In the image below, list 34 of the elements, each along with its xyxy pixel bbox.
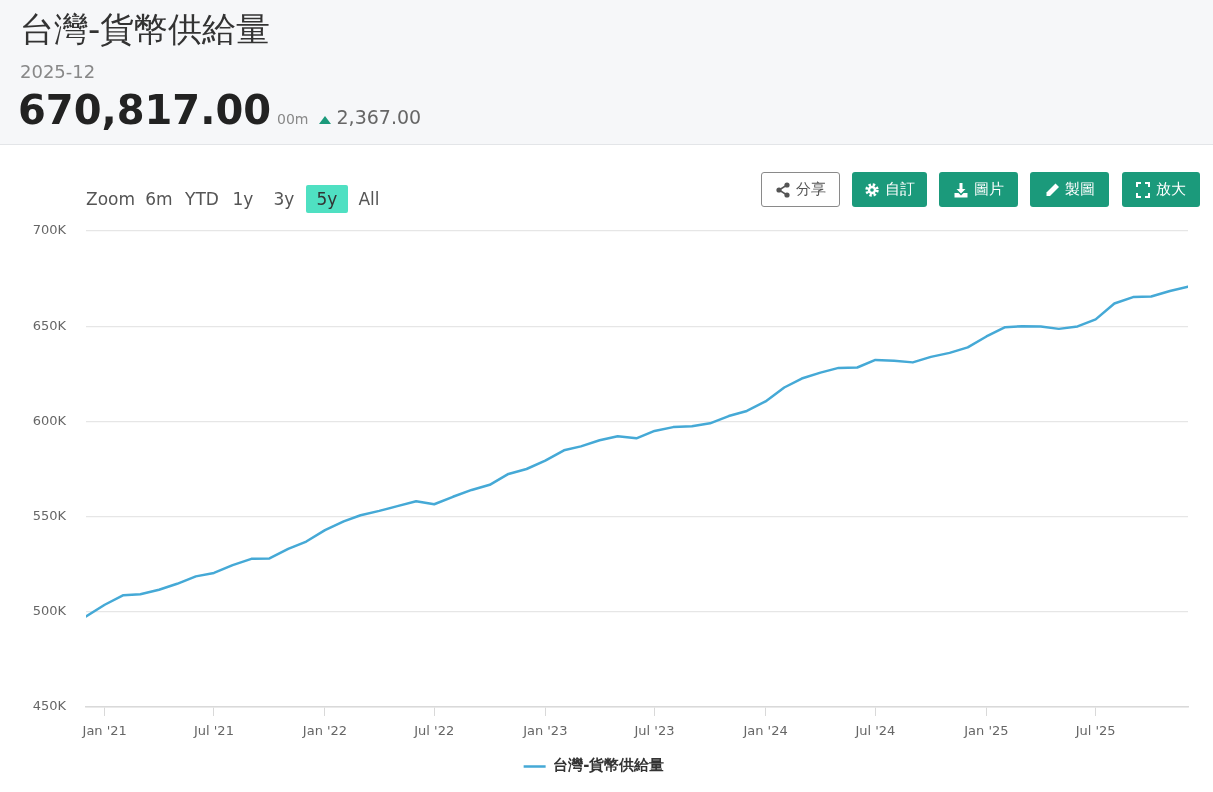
x-tick-label: Jan '25 xyxy=(963,723,1009,739)
x-tick-label: Jul '24 xyxy=(854,723,896,739)
x-tick-label: Jul '25 xyxy=(1074,723,1116,739)
download-button[interactable]: 圖片 xyxy=(939,172,1018,207)
x-tick-label: Jan '24 xyxy=(742,723,788,739)
customize-button[interactable]: 自訂 xyxy=(852,172,927,207)
text: 670,817.00 xyxy=(18,86,272,134)
y-tick-label: 500K xyxy=(32,603,67,619)
share-button[interactable]: 分享 xyxy=(761,172,840,207)
range-button[interactable]: 1y xyxy=(232,185,254,213)
x-tick-label: Jan '21 xyxy=(81,723,127,739)
legend-label: 台灣-貨幣供給量 xyxy=(553,756,665,775)
chart-title: 台灣-貨幣供給量 xyxy=(20,8,271,51)
expand-button[interactable]: 放大 xyxy=(1122,172,1200,207)
x-tick-label: Jul '21 xyxy=(192,723,234,739)
y-tick-label: 550K xyxy=(32,507,67,523)
zoom-label: Zoom xyxy=(86,188,134,211)
text: 00m xyxy=(277,111,309,127)
range-button[interactable]: YTD xyxy=(183,185,221,213)
y-tick-label: 600K xyxy=(32,412,67,428)
y-tick-label: 650K xyxy=(32,317,67,333)
range-button[interactable]: 5y xyxy=(306,185,348,213)
chart-subtitle: 2025-12 xyxy=(20,60,96,84)
text: 2,367.00 xyxy=(336,106,422,128)
y-tick-label: 450K xyxy=(32,698,67,714)
x-tick-label: Jul '23 xyxy=(633,723,675,739)
y-tick-label: 700K xyxy=(32,222,67,238)
x-tick-label: Jan '23 xyxy=(522,723,568,739)
x-tick-label: Jan '22 xyxy=(301,723,348,739)
edit-button[interactable]: 製圖 xyxy=(1030,172,1109,207)
range-button[interactable]: All xyxy=(355,185,383,213)
range-button[interactable]: 6m xyxy=(144,185,174,213)
range-button[interactable]: 3y xyxy=(272,185,296,213)
x-tick-label: Jul '22 xyxy=(413,723,455,739)
